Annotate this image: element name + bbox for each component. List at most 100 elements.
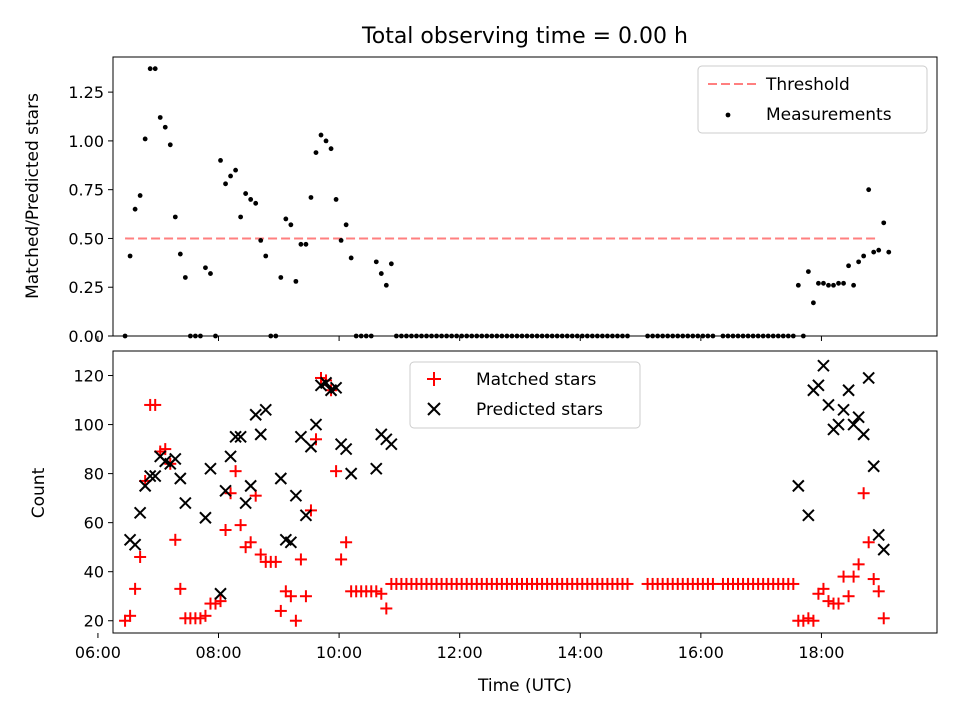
predicted-star-stroke-b — [174, 472, 187, 485]
matched-star-point — [862, 536, 875, 549]
predicted-star-stroke-b — [792, 479, 805, 493]
predicted-star-stroke-b — [294, 430, 308, 444]
predicted-star-point — [239, 496, 252, 510]
measurement-point — [218, 158, 223, 163]
predicted-star-stroke-b — [344, 467, 358, 480]
predicted-star-point — [249, 408, 262, 421]
predicted-star-point — [179, 496, 192, 510]
measurement-point — [203, 265, 208, 271]
matched-legend-label: Matched stars — [476, 370, 596, 390]
predicted-star-stroke-b — [128, 538, 142, 551]
measurement-point — [821, 280, 826, 286]
measurement-point — [167, 142, 173, 148]
matched-star-point — [842, 590, 855, 603]
measurement-point — [851, 282, 856, 288]
count-x-tick-label: 18:00 — [798, 643, 844, 662]
ratio-y-tick-label: 1.00 — [68, 132, 104, 151]
measurement-point — [298, 241, 304, 247]
predicted-star-point — [204, 462, 217, 475]
matched-star-point — [340, 536, 353, 549]
predicted-star-stroke-b — [872, 528, 885, 542]
measurement-point — [373, 259, 379, 265]
predicted-star-point — [289, 489, 303, 502]
measurement-point — [871, 249, 877, 255]
count-legend-box — [409, 361, 641, 429]
measurement-point — [846, 263, 851, 269]
count-y-axis-label: Count — [29, 467, 49, 518]
predicted-star-stroke-b — [284, 536, 298, 549]
predicted-star-stroke-b — [179, 496, 192, 510]
predicted-star-stroke-b — [817, 359, 830, 372]
predicted-star-stroke-b — [138, 479, 152, 493]
predicted-star-point — [224, 450, 237, 463]
matched-star-point — [309, 433, 322, 446]
measurement-point — [152, 66, 158, 72]
measurement-point — [383, 282, 389, 288]
predicted-star-stroke-b — [802, 509, 815, 522]
measurement-point — [856, 259, 862, 265]
matched-star-point — [867, 573, 880, 586]
predicted-star-stroke-b — [249, 408, 262, 421]
measurement-point — [223, 181, 228, 187]
chart-title: Total observing time = 0.00 h — [361, 24, 688, 49]
predicted-star-point — [872, 528, 885, 542]
predicted-star-point — [802, 509, 815, 522]
count-x-tick-label: 12:00 — [437, 643, 483, 662]
predicted-star-stroke-b — [229, 430, 242, 444]
predicted-star-stroke-b — [259, 403, 272, 417]
predicted-star-stroke-b — [309, 418, 323, 431]
count-x-tick-label: 08:00 — [195, 643, 241, 662]
measurement-point — [313, 150, 319, 156]
predicted-star-stroke-b — [133, 506, 147, 520]
matched-star-point — [380, 602, 393, 615]
matched-star-point — [375, 587, 388, 600]
predicted-star-stroke-b — [304, 440, 318, 453]
predicted-star-stroke-b — [234, 430, 247, 444]
matched-star-point — [174, 582, 187, 595]
predicted-star-point — [867, 460, 880, 473]
predicted-star-stroke-b — [385, 437, 398, 451]
ratio-y-tick-label: 1.25 — [68, 83, 104, 102]
measurement-point — [816, 280, 821, 286]
predicted-star-point — [339, 442, 353, 456]
measurement-point — [795, 282, 801, 288]
predicted-star-point — [837, 403, 850, 417]
measurement-point — [208, 271, 213, 276]
predicted-star-point — [128, 538, 142, 551]
predicted-star-point — [319, 376, 333, 390]
matched-star-point — [877, 612, 890, 625]
predicted-star-stroke-b — [219, 484, 232, 497]
measurement-point — [886, 249, 892, 255]
measurement-point — [378, 271, 384, 276]
matched-star-point — [199, 609, 212, 622]
predicted-star-point — [259, 403, 272, 417]
matched-star-point — [822, 595, 835, 608]
ratio-y-tick-label: 0.50 — [68, 229, 104, 248]
count-legend: Matched stars Predicted stars — [409, 361, 641, 429]
matched-star-point — [832, 597, 845, 610]
count-y-tick-label: 100 — [73, 416, 104, 435]
measurement-point — [142, 136, 148, 142]
predicted-legend-label: Predicted stars — [476, 400, 603, 420]
predicted-star-point — [244, 479, 257, 493]
predicted-star-stroke-b — [837, 403, 850, 417]
measurement-point — [228, 173, 233, 179]
count-axis-ticks: 20 40 60 80 100 120 06:00 08:00 10:00 12:00 14:00 1… — [73, 367, 844, 662]
predicted-star-stroke-b — [244, 479, 257, 493]
predicted-star-point — [877, 543, 890, 556]
measurement-point — [861, 253, 867, 259]
measurement-point — [333, 197, 339, 202]
measurement-point — [278, 275, 284, 280]
predicted-star-point — [219, 484, 232, 497]
predicted-star-point — [234, 430, 247, 444]
measurement-point — [137, 193, 143, 198]
predicted-star-point — [169, 452, 182, 466]
matched-star-point — [330, 465, 343, 478]
predicted-star-point — [792, 479, 805, 493]
matched-star-point — [787, 577, 800, 590]
predicted-star-stroke-b — [169, 452, 182, 466]
predicted-star-point — [842, 384, 855, 397]
measurement-point — [162, 124, 168, 130]
measurement-point — [303, 241, 309, 247]
